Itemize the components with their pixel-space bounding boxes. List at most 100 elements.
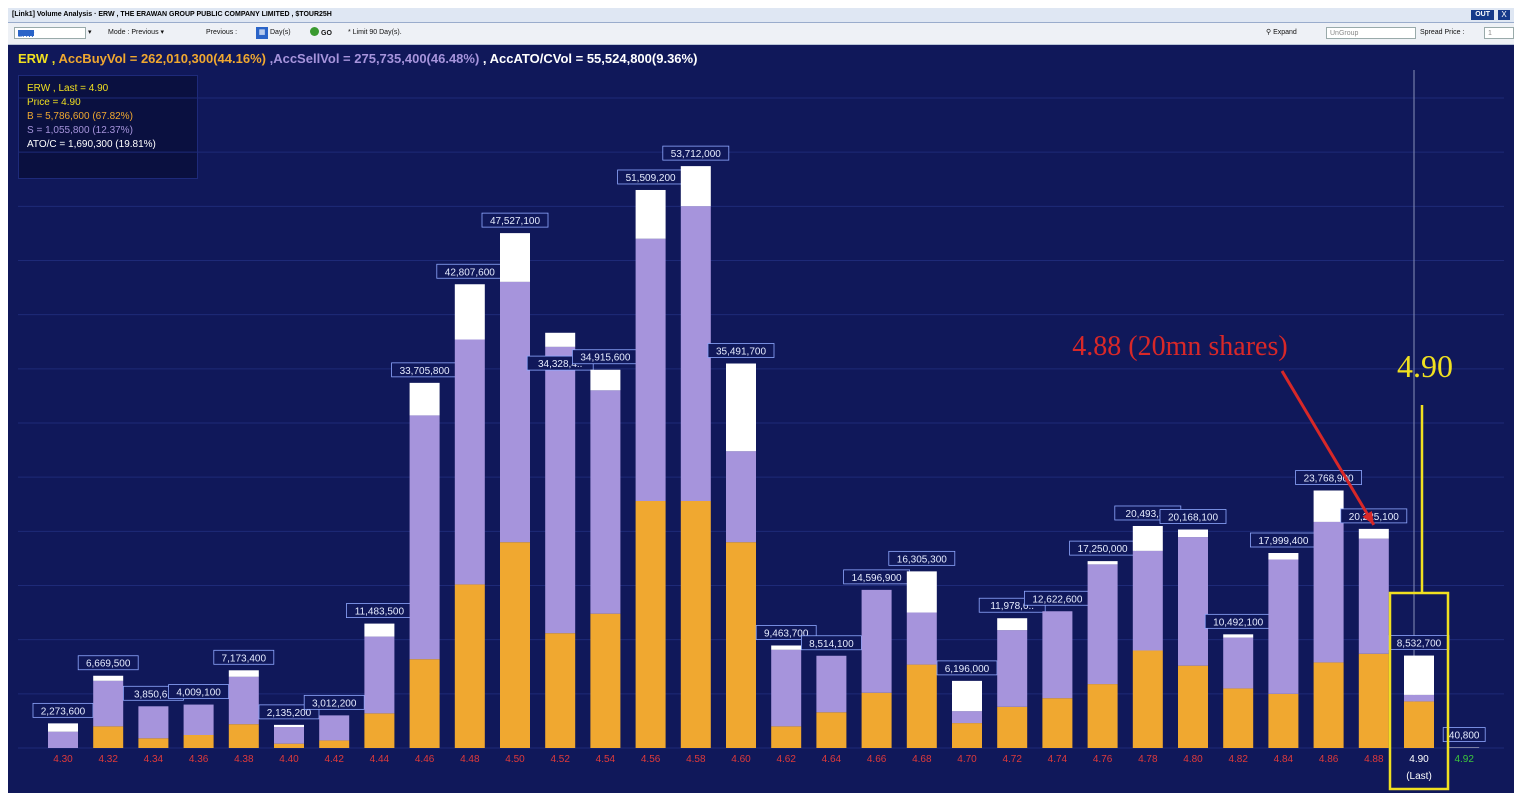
- bar-sell-4.60: [726, 451, 756, 543]
- bar-atoc-4.38: [228, 670, 259, 677]
- tick-label: 4.56: [641, 754, 661, 765]
- bar-sell-4.66: [861, 589, 892, 693]
- tick-label: 4.42: [324, 754, 344, 765]
- bar-buy-4.40: [274, 743, 304, 748]
- tick-label: 4.32: [98, 754, 118, 765]
- tick-label: 4.38: [234, 754, 254, 765]
- bar-buy-4.72: [997, 706, 1028, 748]
- bar-sell-4.54: [590, 390, 621, 614]
- bar-sell-4.56: [635, 238, 666, 501]
- value-label-box: [707, 343, 775, 358]
- value-label: 34,915,600: [580, 353, 630, 364]
- legend-box: ERW , Last = 4.90 Price = 4.90 B = 5,786…: [18, 75, 198, 179]
- value-label-box: [213, 649, 275, 665]
- bar-atoc-4.78: [1132, 525, 1163, 551]
- out-button[interactable]: OUT: [1471, 10, 1494, 20]
- value-label-box: [936, 660, 998, 676]
- legend-sell: S = 1,055,800 (12.37%): [27, 125, 133, 136]
- bar-atoc-4.50: [500, 233, 530, 282]
- bar-atoc-4.44: [364, 623, 395, 637]
- bar-buy-4.42: [319, 740, 350, 748]
- legend-atoc: ATO/C = 1,690,300 (19.81%): [27, 139, 156, 150]
- bar-sell-4.46: [409, 415, 440, 660]
- bar-sell-4.36: [183, 704, 214, 735]
- bar-sell-4.48: [454, 339, 485, 585]
- bar-buy-4.70: [952, 723, 982, 748]
- bar-atoc-4.32: [93, 675, 124, 681]
- last-price-annotation: 4.90: [1397, 348, 1453, 384]
- summary-sell: ,AccSellVol = 275,735,400(46.48%): [265, 51, 480, 66]
- bar-sell-4.68: [906, 612, 937, 665]
- tick-label: 4.40: [279, 754, 299, 765]
- bar-atoc-4.56: [635, 189, 666, 239]
- bar-buy-4.44: [364, 713, 395, 748]
- symbol-dropdown-icon[interactable]: ▾: [88, 29, 92, 36]
- bar-sell-4.42: [319, 715, 350, 741]
- value-label-box: [303, 694, 365, 710]
- tick-label: 4.48: [460, 754, 480, 765]
- bar-atoc-4.88: [1358, 528, 1389, 539]
- legend-price: Price = 4.90: [27, 97, 81, 108]
- bar-buy-4.74: [1042, 698, 1073, 748]
- bar-buy-4.90: [1404, 701, 1434, 748]
- bar-buy-4.68: [906, 664, 937, 748]
- bar-sell-4.40: [274, 727, 304, 744]
- close-icon[interactable]: X: [1498, 10, 1510, 20]
- bar-sell-4.32: [93, 680, 124, 727]
- value-label: 33,705,800: [400, 366, 450, 377]
- symbol-input[interactable]: ERW: [14, 27, 86, 39]
- tick-label: 4.60: [731, 754, 751, 765]
- value-label: 3,012,200: [312, 698, 357, 709]
- bar-atoc-4.72: [997, 618, 1028, 631]
- bar-atoc-4.68: [906, 571, 937, 613]
- legend-buy: B = 5,786,600 (67.82%): [27, 111, 133, 122]
- bar-atoc-4.84: [1268, 553, 1299, 560]
- bar-sell-4.82: [1223, 637, 1254, 689]
- bar-sell-4.78: [1132, 550, 1163, 651]
- group-select[interactable]: UnGroup: [1326, 27, 1416, 39]
- value-label: 11,978,6..: [990, 601, 1034, 612]
- bar-sell-4.50: [500, 281, 530, 543]
- bar-atoc-4.48: [454, 284, 485, 340]
- bar-buy-4.86: [1313, 662, 1344, 748]
- bar-buy-4.84: [1268, 693, 1299, 748]
- value-label: 8,514,100: [809, 639, 854, 650]
- limit-note: * Limit 90 Day(s).: [348, 29, 402, 36]
- bar-atoc-4.58: [680, 166, 711, 207]
- bar-sell-4.76: [1087, 564, 1118, 685]
- value-label: 17,999,400: [1258, 536, 1308, 547]
- search-icon: ⚲: [1266, 29, 1274, 36]
- spread-input[interactable]: 1: [1484, 27, 1514, 39]
- value-label: 14,596,900: [852, 573, 902, 584]
- bar-atoc-4.80: [1178, 529, 1208, 538]
- value-label-box: [1159, 509, 1227, 524]
- tick-label: 4.78: [1138, 754, 1158, 765]
- last-sublabel: (Last): [1406, 771, 1432, 782]
- tick-label: 4.88: [1364, 754, 1384, 765]
- expand-button[interactable]: ⚲ Expand: [1266, 29, 1297, 36]
- summary-buy: AccBuyVol = 262,010,300(44.16%): [55, 51, 266, 66]
- value-label: 23,768,900: [1304, 474, 1354, 485]
- tick-label: 4.54: [596, 754, 616, 765]
- value-label: 11,483,500: [355, 607, 405, 618]
- window-titlebar: [Link1] Volume Analysis · ERW , THE ERAW…: [8, 8, 1514, 23]
- tick-label: 4.66: [867, 754, 887, 765]
- bar-buy-4.50: [500, 542, 530, 748]
- value-label: 51,509,200: [626, 173, 676, 184]
- value-label: 2,273,600: [41, 706, 86, 717]
- tick-label: 4.80: [1183, 754, 1203, 765]
- bar-buy-4.82: [1223, 688, 1254, 748]
- tick-label: 4.44: [370, 754, 390, 765]
- tick-label: 4.46: [415, 754, 435, 765]
- mode-select[interactable]: Mode : Previous ▾: [108, 29, 165, 36]
- value-label-box: [168, 684, 230, 699]
- bar-atoc-4.76: [1087, 561, 1118, 565]
- value-label: 4,009,100: [176, 688, 221, 699]
- calendar-icon[interactable]: ▦: [256, 27, 268, 39]
- value-label-box: [888, 550, 956, 566]
- go-button[interactable]: GO: [310, 27, 332, 39]
- tick-label: 4.58: [686, 754, 706, 765]
- value-label-box: [481, 212, 549, 228]
- summary-line: ERW , AccBuyVol = 262,010,300(44.16%) ,A…: [18, 51, 697, 67]
- bar-atoc-4.86: [1313, 490, 1344, 522]
